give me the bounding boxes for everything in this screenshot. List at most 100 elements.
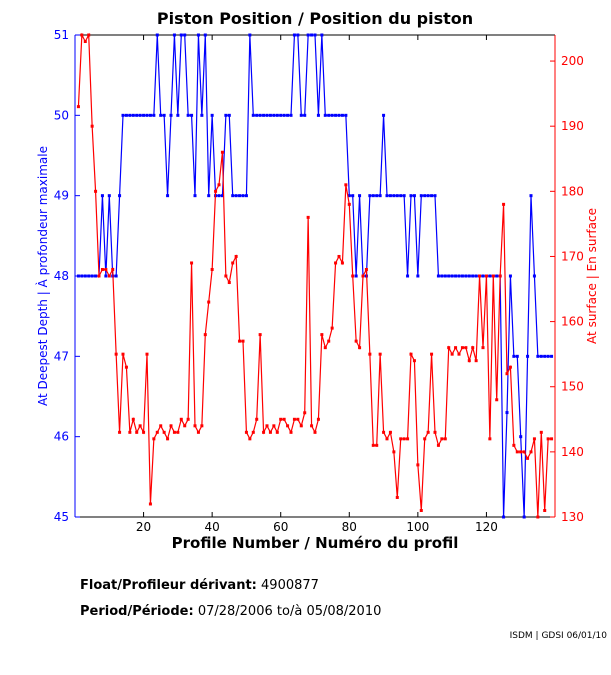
deepest-depth-data-point: [203, 33, 207, 37]
surface-data-point: [282, 417, 286, 421]
deepest-depth-data-point: [76, 274, 80, 278]
surface-data-point: [313, 430, 317, 434]
deepest-depth-data-point: [334, 113, 338, 117]
surface-data-point: [488, 437, 492, 441]
deepest-depth-data-point: [344, 113, 348, 117]
left-y-tick-label: 46: [54, 430, 69, 444]
surface-data-point: [200, 424, 204, 428]
surface-data-point: [443, 437, 447, 441]
surface-data-point: [532, 437, 536, 441]
surface-data-point: [481, 346, 485, 350]
left-y-tick-label: 51: [54, 28, 69, 42]
surface-data-point: [299, 424, 303, 428]
surface-data-point: [292, 417, 296, 421]
surface-data-point: [265, 424, 269, 428]
surface-data-point: [536, 515, 540, 519]
deepest-depth-data-point: [378, 194, 382, 198]
surface-data-point: [272, 424, 276, 428]
deepest-depth-data-point: [337, 113, 341, 117]
deepest-depth-data-point: [481, 274, 485, 278]
deepest-depth-data-point: [131, 113, 135, 117]
surface-data-point: [457, 352, 461, 356]
deepest-depth-data-point: [502, 515, 506, 519]
deepest-depth-data-point: [522, 515, 526, 519]
deepest-depth-data-point: [474, 274, 478, 278]
deepest-depth-data-point: [409, 194, 413, 198]
surface-data-point: [334, 261, 338, 265]
surface-data-point: [286, 424, 290, 428]
right-y-tick-label: 150: [561, 380, 584, 394]
surface-data-point: [135, 430, 139, 434]
surface-data-point: [296, 417, 300, 421]
surface-data-point: [80, 33, 84, 37]
float-info: Float/Profileur dérivant: 4900877: [80, 578, 319, 593]
deepest-depth-data-point: [382, 113, 386, 117]
surface-data-point: [128, 430, 132, 434]
deepest-depth-data-point: [358, 194, 362, 198]
surface-data-point: [142, 430, 146, 434]
deepest-depth-data-point: [419, 194, 423, 198]
deepest-depth-data-point: [100, 194, 104, 198]
deepest-depth-data-point: [454, 274, 458, 278]
surface-data-point: [234, 254, 238, 258]
surface-data-point: [76, 105, 80, 109]
surface-data-point: [94, 189, 98, 193]
surface-data-point: [162, 430, 166, 434]
deepest-depth-data-point: [392, 194, 396, 198]
deepest-depth-data-point: [327, 113, 331, 117]
surface-data-point: [251, 430, 255, 434]
deepest-depth-data-point: [460, 274, 464, 278]
deepest-depth-data-point: [169, 113, 173, 117]
x-tick-label: 60: [273, 520, 288, 534]
surface-data-point: [220, 150, 224, 154]
surface-data-point: [268, 430, 272, 434]
surface-data-point: [515, 450, 519, 454]
deepest-depth-data-point: [152, 113, 156, 117]
surface-data-point: [183, 424, 187, 428]
deepest-depth-data-point: [114, 274, 118, 278]
surface-data-point: [100, 267, 104, 271]
x-axis-label: Profile Number / Numéro du profil: [172, 534, 459, 552]
float-value: 4900877: [261, 578, 319, 593]
surface-data-point: [423, 437, 427, 441]
surface-data-point: [484, 274, 488, 278]
surface-data-point: [248, 437, 252, 441]
deepest-depth-data-point: [529, 194, 533, 198]
surface-data-point: [361, 274, 365, 278]
surface-data-point: [529, 450, 533, 454]
surface-data-point: [83, 40, 87, 44]
deepest-depth-data-point: [128, 113, 132, 117]
deepest-depth-data-point: [258, 113, 262, 117]
deepest-depth-data-point: [508, 274, 512, 278]
deepest-depth-data-point: [292, 33, 296, 37]
deepest-depth-data-point: [488, 274, 492, 278]
surface-data-point: [155, 430, 159, 434]
surface-data-point: [327, 339, 331, 343]
left-y-tick-label: 50: [54, 108, 69, 122]
surface-data-point: [275, 430, 279, 434]
right-y-tick-label: 200: [561, 54, 584, 68]
deepest-depth-data-point: [512, 354, 516, 358]
surface-data-point: [258, 333, 262, 337]
deepest-depth-data-point: [282, 113, 286, 117]
deepest-depth-data-point: [450, 274, 454, 278]
surface-data-point: [255, 417, 259, 421]
surface-data-point: [138, 424, 142, 428]
surface-data-point: [310, 424, 314, 428]
deepest-depth-data-point: [303, 113, 307, 117]
deepest-depth-data-point: [238, 194, 242, 198]
right-y-tick-label: 190: [561, 119, 584, 133]
deepest-depth-data-point: [200, 113, 204, 117]
deepest-depth-data-point: [426, 194, 430, 198]
surface-data-point: [354, 339, 358, 343]
surface-data-point: [179, 417, 183, 421]
deepest-depth-data-point: [412, 194, 416, 198]
surface-data-point: [395, 495, 399, 499]
left-y-tick-label: 49: [54, 189, 69, 203]
surface-data-point: [402, 437, 406, 441]
deepest-depth-data-point: [443, 274, 447, 278]
deepest-depth-data-point: [351, 194, 355, 198]
deepest-depth-data-point: [265, 113, 269, 117]
float-label: Float/Profileur dérivant:: [80, 578, 257, 593]
period-sep: to/à: [276, 604, 303, 619]
